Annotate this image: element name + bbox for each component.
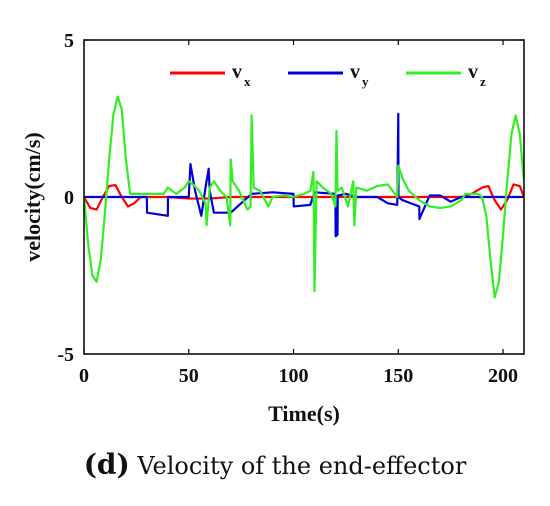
x-tick-label: 100 [279, 365, 309, 387]
x-tick-label: 0 [79, 365, 89, 387]
y-tick-label: 0 [64, 187, 74, 209]
x-tick-label: 200 [488, 365, 518, 387]
figure-caption: (d) Velocity of the end-effector [0, 448, 550, 481]
y-axis-label: velocity(cm/s) [20, 132, 45, 262]
caption-text: Velocity of the end-effector [137, 452, 467, 480]
velocity-chart: 0 50 100 150 200-505 Time(s) velocity(cm/s) … [20, 30, 525, 426]
y-tick-label: 5 [64, 30, 74, 52]
y-tick-label: -5 [57, 344, 74, 366]
x-tick-label: 50 [179, 365, 199, 387]
plot-lines [84, 95, 524, 299]
series-line-v-y [84, 112, 524, 238]
x-tick-label: 150 [383, 365, 413, 387]
x-axis-label: Time(s) [268, 401, 340, 426]
axis-ticks: 0 50 100 150 200-505 [57, 30, 524, 387]
caption-tag: (d) [83, 448, 130, 481]
series-line-v-z [84, 95, 524, 299]
